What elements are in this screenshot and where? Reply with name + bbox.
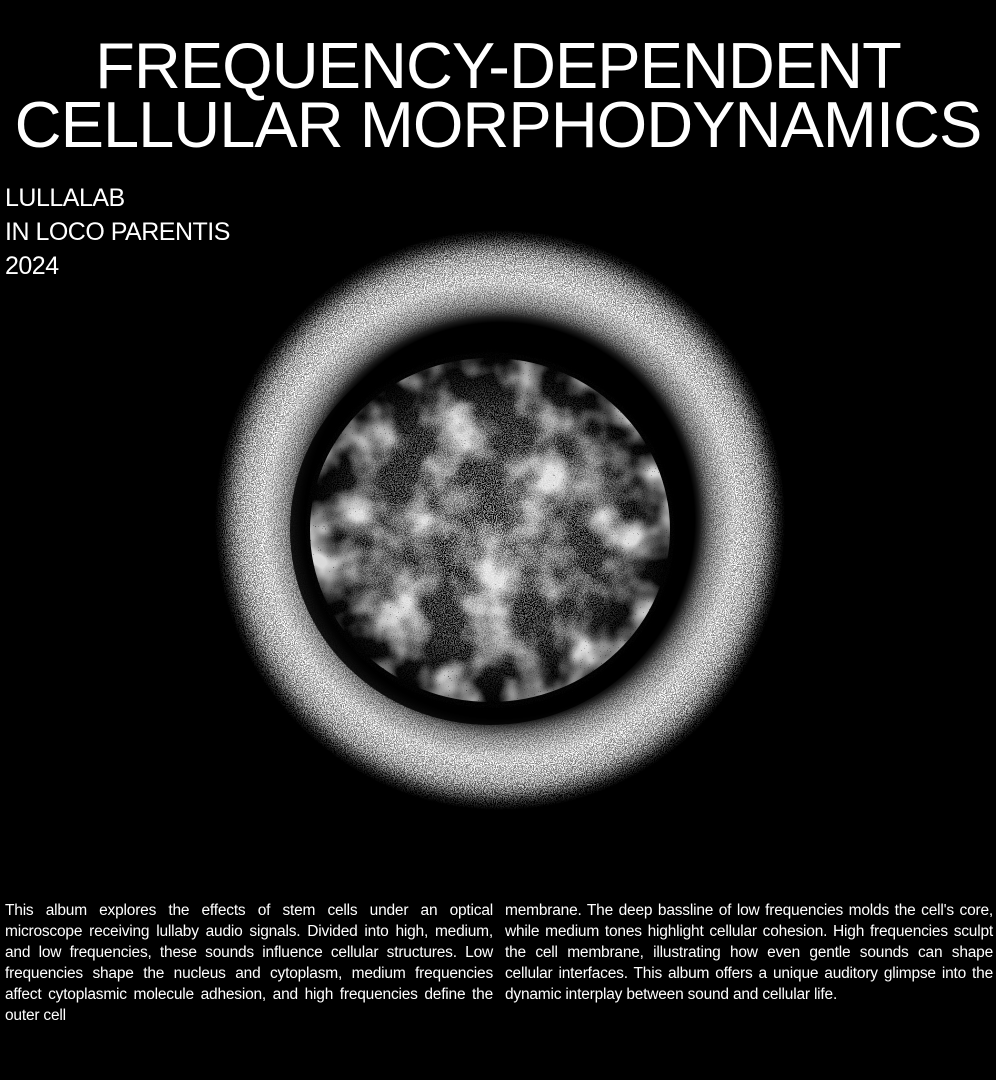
album-meta: LULLALAB IN LOCO PARENTIS 2024 bbox=[5, 181, 230, 283]
description-column-2: membrane. The deep bassline of low frequ… bbox=[505, 901, 993, 1003]
album-title: FREQUENCY-DEPENDENT CELLULAR MORPHODYNAM… bbox=[0, 29, 996, 161]
cell-nucleus bbox=[298, 345, 682, 715]
artist-name: LULLALAB bbox=[5, 184, 125, 212]
release-year: 2024 bbox=[5, 252, 59, 280]
cell-microscope-image bbox=[215, 230, 785, 810]
title-line-1: FREQUENCY-DEPENDENT bbox=[95, 29, 902, 102]
title-line-2: CELLULAR MORPHODYNAMICS bbox=[14, 88, 983, 161]
description-column-1: This album explores the effects of stem … bbox=[5, 901, 493, 1024]
album-name: IN LOCO PARENTIS bbox=[5, 218, 230, 246]
